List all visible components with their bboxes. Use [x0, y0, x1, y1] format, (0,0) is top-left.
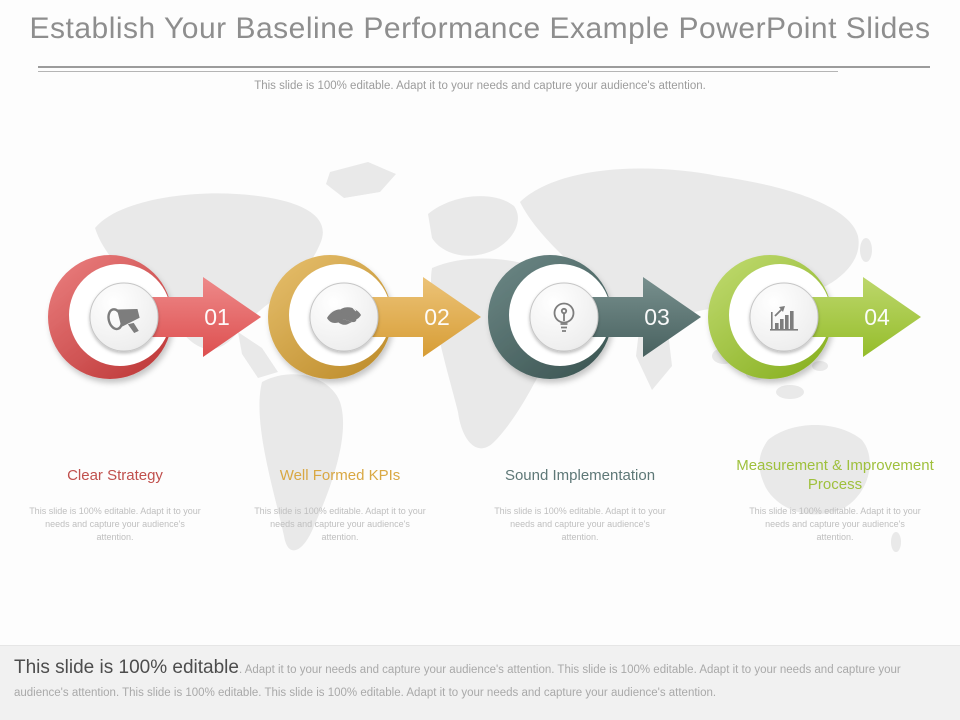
- step-3-arrow: 03: [580, 277, 701, 357]
- step-4-arrow: 04: [800, 277, 921, 357]
- step-3-description: This slide is 100% editable. Adapt it to…: [494, 506, 666, 542]
- step-2-arrow: 02: [360, 277, 481, 357]
- process-steps-row: 01 02: [0, 237, 960, 397]
- footer-body-text: . Adapt it to your needs and capture you…: [14, 664, 901, 699]
- step-1-number: 01: [204, 304, 230, 330]
- step-4-text-block: Measurement & Improvement Process This s…: [720, 452, 950, 544]
- step-1-description: This slide is 100% editable. Adapt it to…: [29, 506, 201, 542]
- step-2-label: Well Formed KPIs: [279, 466, 401, 484]
- step-3-label: Sound Implementation: [504, 466, 656, 484]
- step-3-text-block: Sound Implementation This slide is 100% …: [470, 452, 690, 544]
- step-2-description: This slide is 100% editable. Adapt it to…: [254, 506, 426, 542]
- footer-lead-text: This slide is 100% editable: [14, 657, 239, 678]
- megaphone-icon: [107, 308, 140, 334]
- step-4-label: Measurement & Improvement Process: [736, 457, 934, 493]
- step-1-graphic: 01: [48, 255, 261, 379]
- step-3-number: 03: [644, 304, 670, 330]
- handshake-icon: [327, 307, 361, 325]
- step-4-graphic: 04: [708, 255, 921, 379]
- bar-chart-icon: [770, 306, 798, 331]
- page-title: Establish Your Baseline Performance Exam…: [29, 12, 931, 45]
- world-map-background: [95, 162, 901, 552]
- step-4-description: This slide is 100% editable. Adapt it to…: [749, 506, 921, 542]
- lightbulb-icon: [553, 302, 575, 332]
- title-divider-top: [38, 66, 930, 68]
- footer-text: This slide is 100% editable. Adapt it to…: [14, 657, 946, 704]
- step-3-graphic: 03: [488, 255, 701, 379]
- title-divider-bottom: [38, 71, 838, 72]
- step-2-graphic: 02: [268, 255, 481, 379]
- step-2-number: 02: [424, 304, 450, 330]
- step-4-icon-circle: [749, 282, 819, 352]
- step-2-text-block: Well Formed KPIs This slide is 100% edit…: [240, 452, 440, 544]
- step-1-arrow: 01: [140, 277, 261, 357]
- step-4-number: 04: [864, 304, 890, 330]
- slide-subtitle: This slide is 100% editable. Adapt it to…: [254, 80, 706, 92]
- footer-bar: This slide is 100% editable. Adapt it to…: [0, 645, 960, 720]
- step-1-label: Clear Strategy: [67, 466, 163, 484]
- step-1-text-block: Clear Strategy This slide is 100% editab…: [15, 452, 215, 544]
